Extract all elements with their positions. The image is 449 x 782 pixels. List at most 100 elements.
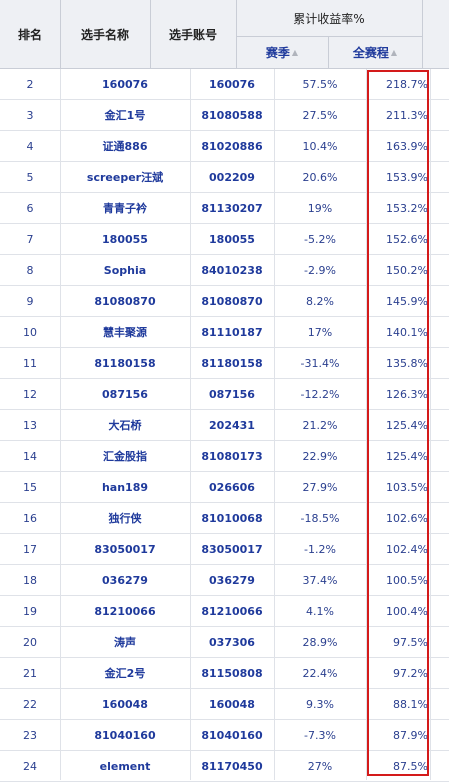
rank-cell: 18: [23, 573, 37, 587]
table-row: 18 036279 036279 37.4% 100.5%: [0, 565, 449, 596]
player-account-link[interactable]: 202431: [209, 418, 255, 432]
player-name-link[interactable]: han189: [101, 480, 149, 494]
season-return-cell: 27.5%: [302, 108, 338, 122]
player-name-link[interactable]: 金汇2号: [104, 667, 146, 680]
player-account-link[interactable]: 81040160: [201, 728, 263, 742]
full-course-return-cell: 97.5%: [393, 635, 428, 649]
table-row: 22 160048 160048 9.3% 88.1%: [0, 689, 449, 720]
full-course-return-cell: 102.6%: [386, 511, 428, 525]
player-name-link[interactable]: element: [99, 759, 151, 773]
player-account-link[interactable]: 81170450: [201, 759, 263, 773]
rank-cell: 14: [23, 449, 37, 463]
header-full-course[interactable]: 全赛程 ▲: [328, 36, 422, 68]
player-name-link[interactable]: 160048: [102, 697, 148, 711]
rank-cell: 22: [23, 697, 37, 711]
rank-cell: 11: [23, 356, 37, 370]
player-name-link[interactable]: screeper汪斌: [86, 171, 164, 184]
season-return-cell: 9.3%: [306, 697, 334, 711]
full-course-return-cell: 163.9%: [386, 139, 428, 153]
header-season[interactable]: 赛季 ▲: [236, 36, 328, 68]
player-account-link[interactable]: 81180158: [201, 356, 263, 370]
divider: [422, 0, 423, 68]
player-name-link[interactable]: 81080870: [94, 294, 156, 308]
player-account-link[interactable]: 160076: [209, 77, 255, 91]
player-name-link[interactable]: 汇金股指: [103, 450, 147, 463]
header-full-course-label: 全赛程: [352, 45, 389, 60]
full-course-return-cell: 126.3%: [386, 387, 428, 401]
full-course-return-cell: 140.1%: [386, 325, 428, 339]
header-cumulative-return: 累计收益率%: [293, 11, 365, 26]
player-account-link[interactable]: 81110187: [201, 325, 263, 339]
table-header: 排名 选手名称 选手账号 累计收益率% 赛季 ▲ 全赛程 ▲: [0, 0, 449, 69]
player-name-link[interactable]: 087156: [102, 387, 148, 401]
season-return-cell: -31.4%: [300, 356, 340, 370]
rank-cell: 17: [23, 542, 37, 556]
player-account-link[interactable]: 81130207: [201, 201, 263, 215]
player-account-link[interactable]: 087156: [209, 387, 255, 401]
divider: [328, 36, 329, 68]
player-name-link[interactable]: 180055: [102, 232, 148, 246]
player-name-link[interactable]: 青青子衿: [103, 202, 147, 215]
rank-cell: 4: [26, 139, 34, 153]
season-return-cell: 10.4%: [302, 139, 338, 153]
season-return-cell: -7.3%: [304, 728, 336, 742]
player-account-link[interactable]: 002209: [209, 170, 255, 184]
player-account-link[interactable]: 037306: [209, 635, 255, 649]
table-row: 15 han189 026606 27.9% 103.5%: [0, 472, 449, 503]
player-account-link[interactable]: 036279: [209, 573, 255, 587]
player-account-link[interactable]: 83050017: [201, 542, 263, 556]
player-name-link[interactable]: 036279: [102, 573, 148, 587]
player-account-link[interactable]: 84010238: [201, 263, 263, 277]
divider: [60, 0, 61, 68]
player-name-link[interactable]: 81210066: [94, 604, 156, 618]
player-account-link[interactable]: 81020886: [201, 139, 263, 153]
full-course-return-cell: 145.9%: [386, 294, 428, 308]
full-course-return-cell: 150.2%: [386, 263, 428, 277]
player-account-link[interactable]: 180055: [209, 232, 255, 246]
player-account-link[interactable]: 160048: [209, 697, 255, 711]
player-name-link[interactable]: 81180158: [94, 356, 156, 370]
player-name-link[interactable]: Sophia: [103, 263, 147, 277]
player-account-link[interactable]: 81010068: [201, 511, 263, 525]
divider: [366, 69, 367, 780]
player-account-link[interactable]: 026606: [209, 480, 255, 494]
table-row: 2 160076 160076 57.5% 218.7%: [0, 69, 449, 100]
rank-cell: 13: [23, 418, 37, 432]
rank-cell: 15: [23, 480, 37, 494]
season-return-cell: 37.4%: [302, 573, 338, 587]
player-account-link[interactable]: 81080173: [201, 449, 263, 463]
sort-arrow-icon[interactable]: ▲: [291, 47, 299, 57]
full-course-return-cell: 125.4%: [386, 418, 428, 432]
rank-cell: 19: [23, 604, 37, 618]
player-account-link[interactable]: 81080870: [201, 294, 263, 308]
player-name-link[interactable]: 涛声: [114, 636, 136, 649]
player-name-link[interactable]: 大石桥: [108, 419, 142, 432]
player-name-link[interactable]: 独行侠: [108, 512, 142, 525]
rank-cell: 8: [26, 263, 34, 277]
header-season-label: 赛季: [265, 45, 290, 60]
sort-arrow-icon[interactable]: ▲: [390, 47, 398, 57]
season-return-cell: 8.2%: [306, 294, 334, 308]
season-return-cell: 17%: [307, 325, 333, 339]
full-course-return-cell: 87.9%: [393, 728, 428, 742]
divider: [236, 0, 237, 68]
player-account-link[interactable]: 81080588: [201, 108, 263, 122]
season-return-cell: 19%: [307, 201, 333, 215]
table-row: 14 汇金股指 81080173 22.9% 125.4%: [0, 441, 449, 472]
table-row: 13 大石桥 202431 21.2% 125.4%: [0, 410, 449, 441]
player-account-link[interactable]: 81210066: [201, 604, 263, 618]
player-account-link[interactable]: 81150808: [201, 666, 263, 680]
full-course-return-cell: 218.7%: [386, 77, 428, 91]
table-row: 7 180055 180055 -5.2% 152.6%: [0, 224, 449, 255]
player-name-link[interactable]: 证通886: [102, 140, 148, 153]
player-name-link[interactable]: 金汇1号: [104, 109, 146, 122]
player-name-link[interactable]: 81040160: [94, 728, 156, 742]
season-return-cell: -12.2%: [300, 387, 340, 401]
season-return-cell: 20.6%: [302, 170, 338, 184]
player-name-link[interactable]: 慧丰聚源: [103, 326, 147, 339]
divider: [150, 0, 151, 68]
player-name-link[interactable]: 160076: [102, 77, 148, 91]
player-name-link[interactable]: 83050017: [94, 542, 156, 556]
season-return-cell: 27%: [307, 759, 333, 773]
rank-cell: 9: [26, 294, 34, 308]
